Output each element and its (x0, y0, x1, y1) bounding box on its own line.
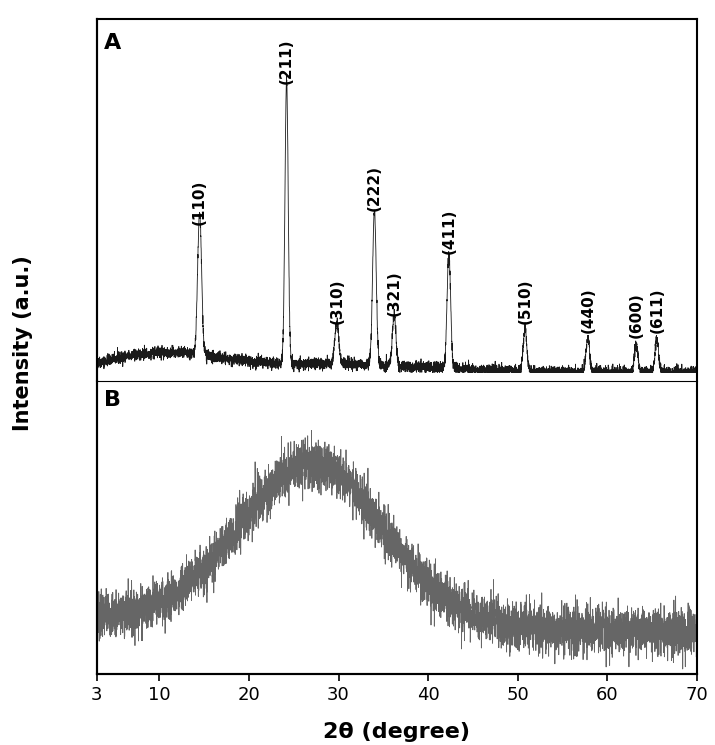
Text: (321): (321) (387, 270, 402, 316)
Text: (110): (110) (192, 180, 207, 225)
Text: (611): (611) (649, 288, 664, 333)
Text: (222): (222) (367, 165, 382, 211)
Text: (411): (411) (441, 208, 456, 253)
Text: 2θ (degree): 2θ (degree) (323, 722, 470, 741)
Text: (211): (211) (279, 38, 294, 83)
Text: B: B (104, 390, 121, 410)
Text: (440): (440) (581, 287, 596, 333)
Text: (510): (510) (518, 279, 533, 324)
Text: (310): (310) (330, 279, 344, 324)
Text: Intensity (a.u.): Intensity (a.u.) (13, 255, 33, 431)
Text: A: A (104, 33, 121, 53)
Text: (600): (600) (628, 293, 644, 338)
